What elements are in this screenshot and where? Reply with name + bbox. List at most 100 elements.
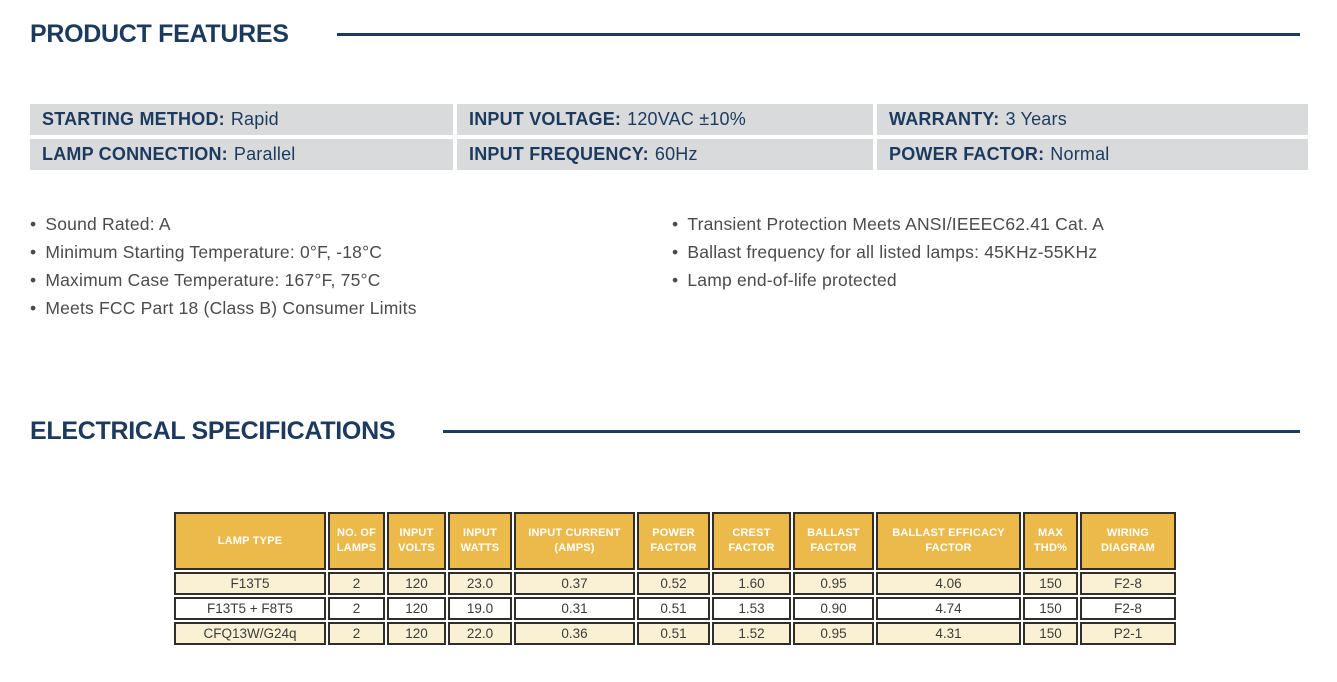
feature-bullets-right: • Transient Protection Meets ANSI/IEEEC6… (672, 210, 1300, 322)
table-cell: 4.31 (876, 622, 1021, 645)
list-item: • Minimum Starting Temperature: 0°F, -18… (30, 238, 672, 266)
table-row: CFQ13W/G24q 2 120 22.0 0.36 0.51 1.52 0.95 4.31 1… (174, 622, 1176, 645)
electrical-specifications-heading: ELECTRICAL SPECIFICATIONS (30, 417, 1300, 446)
table-cell: 150 (1023, 597, 1078, 620)
heading-rule (336, 33, 1300, 36)
table-cell: 2 (328, 622, 385, 645)
spec-value: 60Hz (654, 144, 698, 164)
column-header: BALLAST FACTOR (793, 512, 874, 570)
table-row: F13T5 2 120 23.0 0.37 0.52 1.60 0.95 4.06 150 F2-8 (174, 572, 1176, 595)
table-cell: 120 (387, 572, 446, 595)
table-cell: 0.37 (514, 572, 635, 595)
column-header: LAMP TYPE (174, 512, 326, 570)
table-cell: 150 (1023, 622, 1078, 645)
spec-label: LAMP CONNECTION: (42, 144, 228, 164)
bullet-icon: • (672, 242, 679, 262)
bullet-icon: • (30, 242, 37, 262)
bullet-text: Ballast frequency for all listed lamps: … (687, 242, 1098, 262)
table-cell: F13T5 + F8T5 (174, 597, 326, 620)
column-header: CREST FACTOR (712, 512, 791, 570)
bullet-icon: • (672, 270, 679, 290)
table-cell: CFQ13W/G24q (174, 622, 326, 645)
spec-value: Rapid (230, 109, 279, 129)
table-cell: F2-8 (1080, 572, 1176, 595)
electrical-table-container: LAMP TYPE NO. OF LAMPS INPUT VOLTS INPUT WA… (172, 510, 1300, 647)
table-cell: 0.95 (793, 572, 874, 595)
table-cell: 22.0 (448, 622, 512, 645)
bullet-icon: • (30, 214, 37, 234)
column-header: INPUT VOLTS (387, 512, 446, 570)
table-cell: 23.0 (448, 572, 512, 595)
bullet-text: Lamp end-of-life protected (687, 270, 897, 290)
electrical-table-header-row: LAMP TYPE NO. OF LAMPS INPUT VOLTS INPUT WA… (174, 512, 1176, 570)
table-cell: 1.53 (712, 597, 791, 620)
bullet-icon: • (30, 298, 37, 318)
bullet-text: Transient Protection Meets ANSI/IEEEC62.… (687, 214, 1105, 234)
spec-cell-lamp-connection: LAMP CONNECTION: Parallel (30, 139, 453, 170)
spec-summary-grid: STARTING METHOD: Rapid INPUT VOLTAGE: 12… (30, 104, 1308, 170)
table-cell: 120 (387, 622, 446, 645)
column-header: BALLAST EFFICACY FACTOR (876, 512, 1021, 570)
bullet-text: Maximum Case Temperature: 167°F, 75°C (45, 270, 381, 290)
table-cell: 150 (1023, 572, 1078, 595)
column-header: INPUT CURRENT (AMPS) (514, 512, 635, 570)
table-cell: F2-8 (1080, 597, 1176, 620)
column-header: POWER FACTOR (637, 512, 710, 570)
spec-value: 120VAC ±10% (627, 109, 746, 129)
table-cell: 19.0 (448, 597, 512, 620)
table-cell: 1.52 (712, 622, 791, 645)
spec-cell-input-voltage: INPUT VOLTAGE: 120VAC ±10% (457, 104, 873, 135)
table-row: F13T5 + F8T5 2 120 19.0 0.31 0.51 1.53 0.90 4.74… (174, 597, 1176, 620)
spec-label: POWER FACTOR: (889, 144, 1045, 164)
spec-cell-warranty: WARRANTY: 3 Years (877, 104, 1308, 135)
table-cell: 0.31 (514, 597, 635, 620)
list-item: • Meets FCC Part 18 (Class B) Consumer L… (30, 294, 672, 322)
electrical-specifications-table: LAMP TYPE NO. OF LAMPS INPUT VOLTS INPUT WA… (172, 510, 1178, 647)
column-header: NO. OF LAMPS (328, 512, 385, 570)
table-cell: F13T5 (174, 572, 326, 595)
table-cell: 4.06 (876, 572, 1021, 595)
spec-label: WARRANTY: (889, 109, 1000, 129)
spec-label: INPUT FREQUENCY: (469, 144, 649, 164)
bullet-icon: • (30, 270, 37, 290)
section-title-product-features: PRODUCT FEATURES (30, 20, 289, 48)
list-item: • Maximum Case Temperature: 167°F, 75°C (30, 266, 672, 294)
spec-label: INPUT VOLTAGE: (469, 109, 622, 129)
bullet-text: Meets FCC Part 18 (Class B) Consumer Lim… (45, 298, 417, 318)
list-item: • Sound Rated: A (30, 210, 672, 238)
table-cell: 1.60 (712, 572, 791, 595)
table-cell: 0.36 (514, 622, 635, 645)
table-cell: 0.51 (637, 622, 710, 645)
column-header: MAX THD% (1023, 512, 1078, 570)
table-cell: 0.52 (637, 572, 710, 595)
spec-value: 3 Years (1005, 109, 1067, 129)
table-cell: 2 (328, 597, 385, 620)
spec-cell-input-frequency: INPUT FREQUENCY: 60Hz (457, 139, 873, 170)
spec-cell-starting-method: STARTING METHOD: Rapid (30, 104, 453, 135)
bullet-text: Minimum Starting Temperature: 0°F, -18°C (45, 242, 383, 262)
feature-bullets-left: • Sound Rated: A • Minimum Starting Temp… (30, 210, 672, 322)
electrical-table-body: F13T5 2 120 23.0 0.37 0.52 1.60 0.95 4.06 150 F2-8… (174, 572, 1176, 645)
table-cell: 0.90 (793, 597, 874, 620)
bullet-icon: • (672, 214, 679, 234)
section-title-electrical-specifications: ELECTRICAL SPECIFICATIONS (30, 417, 396, 445)
list-item: • Ballast frequency for all listed lamps… (672, 238, 1300, 266)
spec-value: Normal (1050, 144, 1110, 164)
spec-cell-power-factor: POWER FACTOR: Normal (877, 139, 1308, 170)
spec-value: Parallel (233, 144, 296, 164)
table-cell: 0.51 (637, 597, 710, 620)
column-header: INPUT WATTS (448, 512, 512, 570)
table-cell: 4.74 (876, 597, 1021, 620)
list-item: • Lamp end-of-life protected (672, 266, 1300, 294)
spec-label: STARTING METHOD: (42, 109, 225, 129)
table-cell: 0.95 (793, 622, 874, 645)
heading-rule (443, 430, 1300, 433)
table-cell: P2-1 (1080, 622, 1176, 645)
feature-bullets: • Sound Rated: A • Minimum Starting Temp… (30, 210, 1300, 322)
product-features-heading: PRODUCT FEATURES (30, 20, 1300, 49)
bullet-text: Sound Rated: A (45, 214, 171, 234)
table-cell: 120 (387, 597, 446, 620)
table-cell: 2 (328, 572, 385, 595)
column-header: WIRING DIAGRAM (1080, 512, 1176, 570)
